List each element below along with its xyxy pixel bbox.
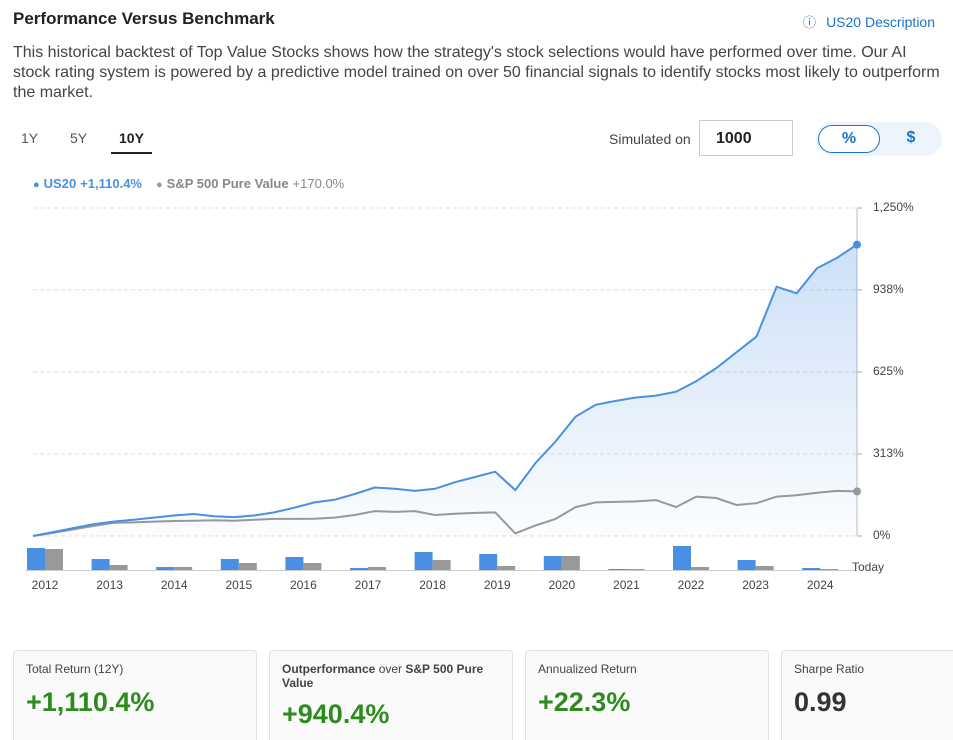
bar [737,560,756,570]
bar [479,554,498,570]
stat-label-part: over [375,662,406,676]
toggle-option[interactable]: $ [906,129,916,146]
bar [350,568,368,570]
stat-label-part: S&P 500 Pure Value [282,662,484,690]
bar [561,556,580,570]
bar [303,563,322,570]
legend-return: +170.0% [292,176,345,191]
bar [368,567,386,570]
x-tick-label: 2016 [290,578,317,592]
info-icon: ⓘ [803,15,817,30]
x-tick-label: 2014 [161,578,188,592]
stat-value: +22.3% [538,687,631,717]
stat-value: +1,110.4% [26,687,155,717]
y-tick-label: 625% [873,364,904,378]
x-tick-label: 2012 [32,578,59,592]
bar [414,552,433,570]
bar [45,549,63,570]
link-text[interactable]: US20 Description [826,14,935,30]
bar [673,546,691,570]
legend: ● US20 +1,110.4% ● S&P 500 Pure Value +170.0% [33,176,358,191]
area [33,244,857,536]
bar [27,548,45,570]
description: This historical backtest of Top Value St… [13,44,940,101]
stat-card: Total Return (12Y) +1,110.4% [13,650,257,740]
legend-name: US20 [43,176,77,191]
x-tick-label: 2019 [484,578,511,592]
stat-label: Outperformance over S&P 500 Pure Value [282,662,502,690]
legend-return: +1,110.4% [80,176,142,191]
stat-label: Annualized Return [538,662,637,676]
legend-dot: ● [33,179,40,191]
bar [109,565,128,570]
x-tick-label: 2013 [96,578,123,592]
bar [755,566,774,570]
bar [691,567,709,570]
stat-card: Outperformance over S&P 500 Pure Value +9… [269,650,513,740]
end-label: Today [852,560,884,574]
line [32,243,858,537]
bar [91,559,110,570]
chart: 0% 313% 625% 938% 1,250% 2012 2013 2014 2015 2016… [25,200,914,592]
y-tick-label: 313% [873,446,904,460]
range-tab[interactable]: 1Y [21,130,39,146]
stat-value: +940.4% [282,699,390,729]
y-tick-label: 938% [873,282,904,296]
bar [497,566,516,570]
unit-toggle: % $ [816,122,942,156]
x-tick-label: 2015 [225,578,252,592]
x-tick-label: 2021 [613,578,640,592]
bar [238,563,257,570]
x-tick-label: 2023 [742,578,769,592]
x-tick-label: 2024 [807,578,834,592]
x-tick-label: 2018 [419,578,446,592]
bar [220,559,239,570]
x-tick-label: 2017 [355,578,382,592]
simulated-input[interactable]: 1000 [699,120,793,156]
bar [432,560,451,570]
stat-label: Sharpe Ratio [794,662,865,676]
page-title: Performance Versus Benchmark [13,9,275,28]
description-link[interactable]: ⓘ US20 Description [803,12,935,31]
bar [543,556,562,570]
bar [174,567,193,570]
simulated-label: Simulated on [609,131,691,147]
stat-label: Total Return (12Y) [26,662,124,676]
bar [626,569,645,570]
toggle-option[interactable]: % [818,125,880,153]
bar [285,557,304,570]
stat-card: Sharpe Ratio 0.99 [781,650,953,740]
range-tab[interactable]: 10Y [111,130,152,154]
x-tick-label: 2020 [548,578,575,592]
stat-card: Annualized Return +22.3% [525,650,769,740]
y-tick-label: 0% [873,528,891,542]
end-dot [853,240,861,249]
bar [802,568,821,570]
y-tick-label: 1,250% [873,200,914,214]
x-tick-label: 2022 [678,578,705,592]
bar [156,567,175,570]
legend-dot: ● [156,179,163,191]
stat-value: 0.99 [794,687,847,717]
legend-name: S&P 500 Pure Value [166,176,289,191]
bar [820,569,839,570]
range-tab[interactable]: 5Y [70,130,88,146]
stat-label-part: Outperformance [282,662,376,676]
bar [608,569,627,570]
